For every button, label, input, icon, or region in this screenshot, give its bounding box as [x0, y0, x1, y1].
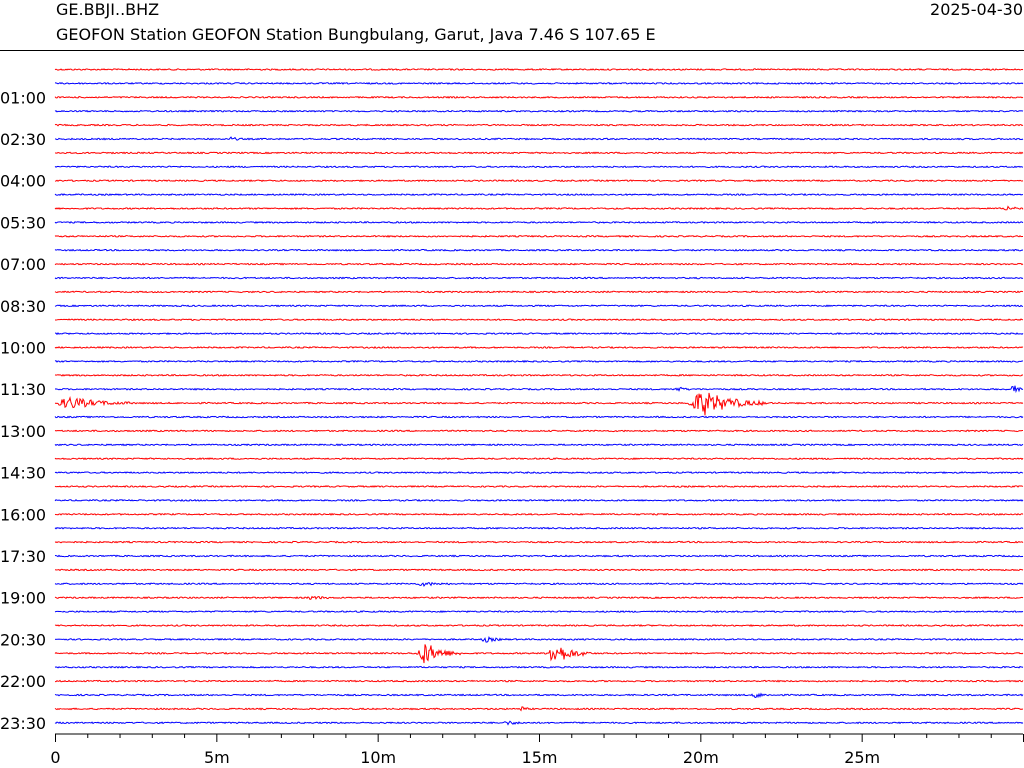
trace-line	[54, 205, 1024, 211]
station-code: GE.BBJI..BHZ	[56, 0, 160, 19]
trace-line	[54, 485, 1024, 488]
trace-line	[54, 610, 1024, 614]
trace-line	[54, 290, 1024, 294]
trace-line	[54, 581, 1024, 588]
y-tick-label: 16:00	[0, 505, 46, 524]
trace-line	[54, 692, 1024, 699]
x-tick-label: 5m	[204, 748, 230, 767]
trace-line	[54, 109, 1024, 113]
trace-line	[54, 644, 1024, 664]
trace-line	[54, 193, 1024, 197]
trace-line	[54, 720, 1024, 726]
trace-line	[54, 498, 1024, 502]
trace-line	[54, 415, 1024, 419]
y-tick-label: 04:00	[0, 172, 46, 191]
trace-line	[54, 165, 1024, 169]
trace-line	[54, 623, 1024, 627]
trace-line	[54, 123, 1024, 127]
x-axis: 0 5m 10m 15m 20m 25m	[50, 733, 1024, 767]
trace-line	[54, 179, 1024, 183]
y-tick-label: 11:30	[0, 380, 46, 399]
trace-line	[54, 471, 1024, 475]
x-tick-label: 10m	[360, 748, 396, 767]
y-tick-label: 23:30	[0, 714, 46, 733]
trace-line	[54, 526, 1024, 530]
trace-line	[54, 318, 1024, 322]
trace-line	[54, 392, 1024, 416]
y-tick-label: 13:00	[0, 422, 46, 441]
station-description: GEOFON Station GEOFON Station Bungbulang…	[56, 25, 656, 44]
trace-line	[54, 332, 1024, 336]
trace-line	[54, 276, 1024, 280]
trace-line	[54, 95, 1024, 99]
trace-line	[54, 248, 1024, 252]
trace-line	[54, 220, 1024, 224]
trace-line	[54, 345, 1024, 349]
y-tick-label: 01:00	[0, 88, 46, 107]
trace-line	[54, 136, 1024, 141]
trace-line	[54, 385, 1024, 394]
trace-line	[54, 636, 1024, 643]
y-tick-label: 14:30	[0, 464, 46, 483]
trace-line	[54, 554, 1024, 558]
trace-line	[54, 679, 1024, 683]
y-tick-label: 10:00	[0, 339, 46, 358]
y-tick-label: 05:30	[0, 213, 46, 232]
y-tick-label: 17:30	[0, 547, 46, 566]
trace-line	[54, 359, 1024, 363]
trace-line	[54, 443, 1024, 447]
y-tick-label: 20:30	[0, 630, 46, 649]
x-tick-label: 15m	[522, 748, 558, 767]
plot-date: 2025-04-30	[930, 0, 1023, 19]
y-tick-label: 19:00	[0, 589, 46, 608]
trace-line	[54, 429, 1024, 433]
trace-line	[54, 151, 1024, 155]
y-axis: 01:00 02:30 04:00 05:30 07:00 08:30 10:00 11:30…	[0, 88, 46, 733]
trace-line	[54, 540, 1024, 544]
header-divider	[0, 50, 1024, 51]
trace-line	[54, 234, 1024, 238]
trace-line	[54, 568, 1024, 572]
y-tick-label: 08:30	[0, 297, 46, 316]
trace-line	[54, 512, 1024, 516]
trace-line	[54, 595, 1024, 601]
trace-line	[54, 706, 1024, 712]
trace-line	[54, 262, 1024, 266]
y-tick-label: 22:00	[0, 672, 46, 691]
trace-line	[54, 68, 1024, 71]
y-tick-label: 02:30	[0, 130, 46, 149]
x-tick-label: 20m	[683, 748, 719, 767]
trace-line	[54, 373, 1024, 377]
trace-line	[54, 457, 1024, 461]
trace-line	[54, 304, 1024, 308]
x-tick-label: 25m	[844, 748, 880, 767]
trace-line	[54, 81, 1024, 85]
y-tick-label: 07:00	[0, 255, 46, 274]
trace-group	[54, 68, 1024, 726]
x-tick-label: 0	[50, 748, 60, 767]
trace-line	[54, 665, 1024, 669]
